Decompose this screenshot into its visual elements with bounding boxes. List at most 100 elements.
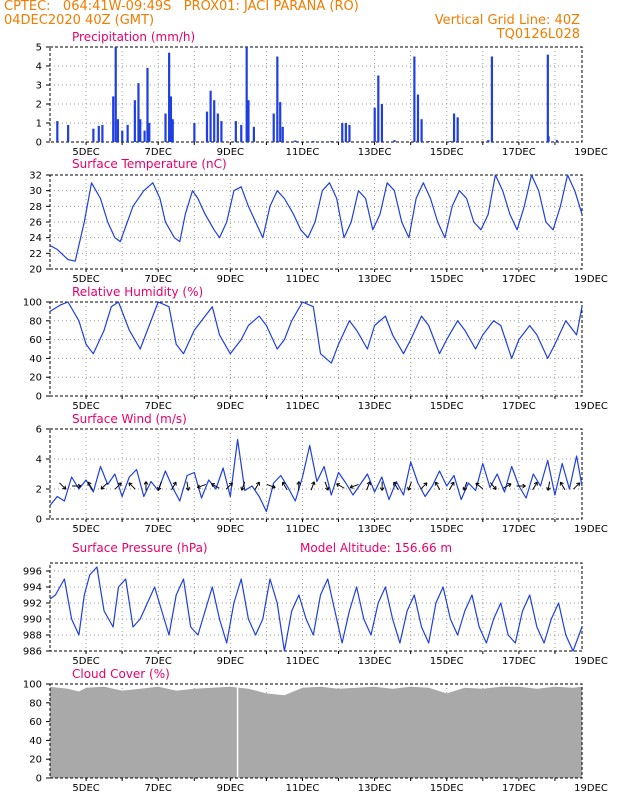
precip-bar	[209, 90, 212, 142]
wind-arrow	[59, 482, 67, 490]
panel-6	[46, 683, 583, 781]
y-tick-label: 26	[29, 218, 42, 229]
wind-arrow-head	[379, 487, 383, 491]
x-tick-label: 19DEC	[574, 274, 608, 285]
header-model-code: TQ0126L028	[496, 27, 580, 42]
wind-arrow-shaft	[475, 482, 484, 490]
wind-arrow-head	[311, 481, 315, 485]
wind-arrow-shaft	[157, 481, 162, 491]
panel-5	[46, 562, 583, 654]
precip-bar	[240, 124, 243, 142]
x-tick-label: 15DEC	[430, 783, 464, 794]
wind-arrow	[379, 481, 385, 491]
wind-arrow-head	[158, 487, 162, 491]
wind-arrow-head	[77, 483, 82, 487]
y-tick-label: 986	[23, 647, 42, 658]
wind-arrow	[128, 482, 136, 490]
y-tick-label: 30	[29, 186, 42, 197]
wind-arrow	[489, 482, 497, 490]
wind-arrow-head	[576, 482, 580, 485]
precip-bar	[216, 113, 219, 142]
precip-bar	[67, 124, 70, 142]
panel-4	[46, 428, 583, 522]
wind-arrow-head	[240, 486, 243, 491]
panel-1	[46, 46, 583, 145]
panel-title: Surface Temperature (nC)	[72, 157, 227, 171]
x-tick-label: 7DEC	[145, 524, 172, 535]
wind-arrow-head	[185, 487, 189, 491]
x-tick-label: 7DEC	[145, 274, 172, 285]
precip-bar	[380, 104, 384, 142]
y-tick-label: 60	[29, 335, 42, 346]
wind-arrow	[185, 481, 191, 491]
x-tick-label: 11DEC	[286, 401, 320, 412]
wind-arrow	[225, 482, 233, 490]
wind-arrow	[366, 481, 372, 491]
y-tick-label: 3	[36, 81, 42, 92]
x-tick-label: 19DEC	[574, 783, 608, 794]
wind-arrow-head	[157, 486, 159, 491]
wind-arrow-head	[435, 481, 439, 485]
wind-arrow-head	[231, 482, 233, 487]
panel-frame	[49, 428, 583, 520]
wind-arrow-head	[77, 485, 82, 489]
wind-arrow-shaft	[560, 481, 566, 491]
panel-title: Surface Wind (m/s)	[72, 412, 187, 426]
y-tick-label: 80	[29, 698, 42, 709]
x-tick-label: 7DEC	[145, 147, 172, 158]
y-tick-label: 988	[23, 631, 42, 642]
x-tick-label: 19DEC	[574, 401, 608, 412]
precip-bar	[490, 56, 494, 142]
x-tick-label: 9DEC	[217, 274, 244, 285]
panel-title: Cloud Cover (%)	[72, 667, 170, 681]
series-line	[49, 301, 583, 364]
wind-arrow-shaft	[87, 481, 94, 491]
precip-bar	[133, 100, 136, 142]
x-tick-label: 19DEC	[574, 524, 608, 535]
wind-arrow-head	[462, 486, 465, 491]
precip-bar	[205, 111, 209, 142]
x-tick-label: 11DEC	[286, 524, 320, 535]
wind-arrow	[196, 483, 206, 489]
wind-arrow-head	[196, 484, 200, 488]
wind-arrow-head	[313, 481, 316, 486]
precip-bar	[114, 47, 117, 142]
x-tick-label: 17DEC	[502, 147, 536, 158]
x-tick-label: 15DEC	[430, 401, 464, 412]
x-tick-label: 11DEC	[286, 783, 320, 794]
x-tick-label: 19DEC	[574, 147, 608, 158]
y-tick-label: 40	[29, 736, 42, 747]
y-tick-label: 100	[23, 298, 42, 309]
wind-arrow-shaft	[114, 482, 122, 490]
precip-bar	[92, 128, 95, 142]
wind-arrow-shaft	[171, 481, 177, 491]
header-station: CPTEC: 064:41W-09:49S PROX01: JACI PARAN…	[4, 0, 359, 14]
precip-bar	[276, 56, 279, 142]
wind-arrow-head	[64, 485, 67, 490]
precip-bar	[245, 47, 248, 142]
wind-arrow-head	[128, 482, 131, 487]
wind-arrow-head	[533, 481, 538, 485]
x-tick-label: 9DEC	[217, 401, 244, 412]
wind-arrow-shaft	[282, 481, 288, 491]
y-tick-label: 22	[29, 249, 42, 260]
x-tick-label: 13DEC	[358, 783, 392, 794]
wind-arrow	[281, 481, 288, 491]
precip-bar	[348, 124, 351, 142]
precip-bar	[97, 125, 100, 142]
precip-bar	[220, 121, 223, 142]
x-tick-label: 17DEC	[502, 274, 536, 285]
wind-arrow	[420, 482, 428, 490]
x-tick-label: 15DEC	[430, 274, 464, 285]
precip-bar	[555, 140, 558, 142]
x-tick-label: 11DEC	[286, 147, 320, 158]
wind-arrow-head	[463, 487, 468, 491]
x-tick-label: 5DEC	[72, 783, 99, 794]
x-tick-label: 9DEC	[217, 783, 244, 794]
y-tick-label: 32	[29, 171, 42, 182]
x-tick-label: 13DEC	[358, 401, 392, 412]
wind-arrow-shaft	[324, 481, 329, 491]
wind-arrow-head	[100, 485, 103, 490]
wind-arrow-head	[423, 482, 428, 485]
precip-bar	[344, 123, 347, 142]
